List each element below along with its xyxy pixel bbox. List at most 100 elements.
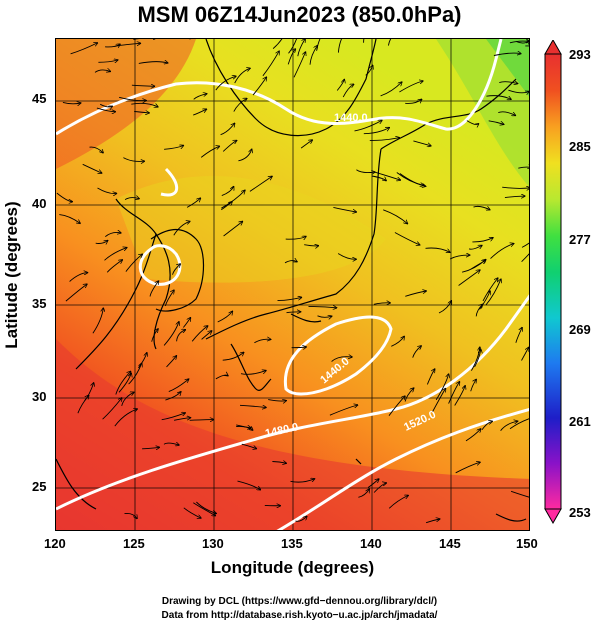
x-tick-150: 150 <box>516 536 538 551</box>
streamline <box>102 398 122 420</box>
streamline <box>176 330 186 342</box>
streamline <box>172 264 181 275</box>
streamline <box>369 138 400 141</box>
streamline <box>371 175 386 181</box>
streamline <box>118 96 146 100</box>
streamline <box>272 462 286 464</box>
y-axis-label: Latitude (degrees) <box>2 201 21 349</box>
streamline <box>95 241 108 244</box>
streamline <box>201 331 212 340</box>
streamline <box>165 392 180 401</box>
streamline <box>149 281 158 297</box>
streamline <box>106 260 122 273</box>
streamline <box>317 316 332 318</box>
height-contours <box>56 39 529 530</box>
y-tick-35: 35 <box>32 296 47 311</box>
streamline <box>254 339 270 344</box>
streamline <box>521 348 529 361</box>
streamline <box>191 326 208 342</box>
streamline <box>238 149 251 162</box>
streamline <box>193 94 207 100</box>
streamline <box>183 507 201 518</box>
streamline <box>329 405 358 416</box>
streamline <box>131 102 158 107</box>
streamline <box>521 242 529 248</box>
streamline <box>200 146 219 158</box>
colorbar <box>544 40 562 524</box>
streamline <box>215 76 236 91</box>
streamline <box>300 140 312 149</box>
streamline <box>125 254 142 272</box>
streamline <box>217 311 233 323</box>
streamline <box>448 382 460 404</box>
streamline <box>163 443 179 445</box>
streamline <box>239 405 266 407</box>
streamline <box>94 70 110 73</box>
streamline <box>193 502 215 516</box>
streamline <box>412 346 422 358</box>
streamline <box>438 301 451 314</box>
warm-zone-northwest <box>56 39 196 169</box>
streamline <box>504 196 525 198</box>
streamline <box>249 176 272 192</box>
colorbar-top-arrow <box>544 40 562 55</box>
streamline <box>166 356 177 368</box>
coastlines <box>56 39 527 522</box>
streamline <box>168 379 189 393</box>
streamline <box>89 146 104 153</box>
contour-1520 <box>276 407 529 530</box>
yellow-band <box>116 176 386 283</box>
streamline <box>99 103 112 107</box>
streamline <box>342 84 353 98</box>
streamline <box>399 81 423 93</box>
streamline <box>223 222 243 237</box>
colorbar-scale <box>544 53 562 510</box>
streamline <box>234 68 250 84</box>
streamline <box>62 102 81 103</box>
contour-1480 <box>56 294 529 511</box>
streamline <box>131 85 155 86</box>
streamline <box>331 357 352 362</box>
streamline <box>388 396 405 416</box>
streamline <box>373 303 390 304</box>
x-tick-140: 140 <box>360 536 382 551</box>
colorbar-tick-293: 293 <box>569 47 591 62</box>
streamline <box>509 418 529 430</box>
streamline <box>69 273 88 282</box>
streamline <box>118 373 131 393</box>
streamline <box>425 519 440 524</box>
streamline <box>174 418 190 421</box>
streamline <box>465 429 481 442</box>
streamline <box>92 308 103 334</box>
streamline <box>297 39 305 57</box>
streamline <box>173 221 190 236</box>
x-tick-125: 125 <box>123 536 145 551</box>
streamline <box>500 421 518 431</box>
streamline <box>387 39 392 46</box>
streamline <box>193 109 206 116</box>
streamline <box>123 157 144 162</box>
colorbar-tick-285: 285 <box>569 139 591 154</box>
streamline <box>383 209 407 224</box>
streamline <box>104 248 127 261</box>
streamline <box>70 43 98 55</box>
contour-label-1: 1440.0 <box>334 112 368 124</box>
streamline <box>473 205 490 209</box>
streamline <box>138 353 146 369</box>
streamline <box>65 284 87 302</box>
streamline <box>432 389 446 412</box>
streamline <box>241 443 257 448</box>
streamline <box>472 238 493 243</box>
streamline <box>105 44 120 47</box>
streamline <box>221 190 245 209</box>
credit-drawing: Drawing by DCL (https://www.gfd−dennou.o… <box>161 596 438 607</box>
x-tick-135: 135 <box>281 536 303 551</box>
streamline <box>151 329 158 342</box>
streamline <box>164 290 174 307</box>
streamline <box>405 99 421 104</box>
x-tick-120: 120 <box>44 536 66 551</box>
streamline <box>455 462 480 474</box>
streamline <box>470 380 477 392</box>
streamline <box>509 41 529 43</box>
streamline <box>284 261 297 264</box>
